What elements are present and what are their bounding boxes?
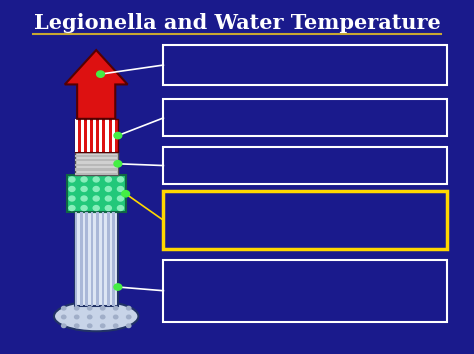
Circle shape (118, 206, 124, 211)
Bar (164, 260, 447, 321)
Circle shape (81, 177, 87, 182)
Bar (74, 155, 118, 157)
Text: 60°C (140°F) = 90% Kill in 2 minutes: 60°C (140°F) = 90% Kill in 2 minutes (173, 113, 395, 123)
Circle shape (118, 196, 124, 201)
Text: <20°C (68°F)
Predominately dormant, but viable: <20°C (68°F) Predominately dormant, but … (173, 280, 387, 302)
Bar (74, 212, 77, 306)
Bar (80, 212, 82, 306)
Bar (101, 212, 104, 306)
Circle shape (114, 324, 118, 327)
Bar (67, 175, 126, 212)
Text: >70°C (158°F) = 100% Rapid Kill: >70°C (158°F) = 100% Rapid Kill (173, 60, 371, 70)
Bar (81, 119, 84, 152)
Circle shape (114, 307, 118, 310)
Bar (93, 119, 96, 152)
Bar (74, 159, 118, 161)
Circle shape (93, 187, 99, 192)
Circle shape (93, 177, 99, 182)
Circle shape (88, 307, 92, 310)
Circle shape (122, 190, 129, 197)
Circle shape (88, 324, 92, 327)
Bar (164, 191, 447, 249)
Circle shape (69, 187, 75, 192)
Circle shape (127, 307, 131, 310)
Circle shape (118, 177, 124, 182)
Circle shape (100, 315, 105, 319)
Circle shape (127, 315, 131, 319)
Bar (164, 99, 447, 136)
Bar (74, 169, 118, 171)
Bar (106, 119, 109, 152)
Bar (87, 119, 90, 152)
Bar (107, 212, 110, 306)
Circle shape (114, 284, 122, 290)
Circle shape (88, 315, 92, 319)
Bar (74, 164, 118, 166)
Bar (74, 173, 118, 175)
Circle shape (62, 307, 66, 310)
Circle shape (93, 196, 99, 201)
Circle shape (93, 206, 99, 211)
Circle shape (105, 206, 111, 211)
Bar (96, 212, 99, 306)
Circle shape (127, 324, 131, 327)
Circle shape (105, 177, 111, 182)
Bar (85, 212, 88, 306)
Text: Legionella and Water Temperature: Legionella and Water Temperature (34, 13, 440, 33)
Circle shape (114, 161, 122, 167)
Bar (74, 152, 118, 175)
Circle shape (69, 177, 75, 182)
Circle shape (100, 307, 105, 310)
Circle shape (62, 315, 66, 319)
Circle shape (74, 324, 79, 327)
Circle shape (81, 187, 87, 192)
Ellipse shape (54, 301, 138, 331)
Circle shape (74, 315, 79, 319)
Bar (112, 212, 115, 306)
Circle shape (81, 196, 87, 201)
Bar (91, 212, 93, 306)
Bar (74, 119, 78, 152)
Circle shape (105, 196, 111, 201)
Bar (99, 119, 102, 152)
Circle shape (114, 132, 122, 139)
Bar (112, 119, 115, 152)
Circle shape (62, 324, 66, 327)
Circle shape (97, 71, 104, 77)
Circle shape (74, 307, 79, 310)
Bar (74, 119, 118, 152)
Circle shape (105, 187, 111, 192)
Polygon shape (65, 50, 128, 119)
Circle shape (81, 206, 87, 211)
Circle shape (69, 196, 75, 201)
Circle shape (118, 187, 124, 192)
Bar (164, 147, 447, 184)
Bar (74, 212, 118, 306)
Bar (164, 45, 447, 85)
Circle shape (69, 206, 75, 211)
Circle shape (100, 324, 105, 327)
Circle shape (114, 315, 118, 319)
Text: 35-46°C (95-115°F)
Optimum temperature range: 35-46°C (95-115°F) Optimum temperature r… (173, 209, 349, 231)
Text: 50°C (122°F) = 90% Kill in 2 hours: 50°C (122°F) = 90% Kill in 2 hours (173, 160, 381, 171)
